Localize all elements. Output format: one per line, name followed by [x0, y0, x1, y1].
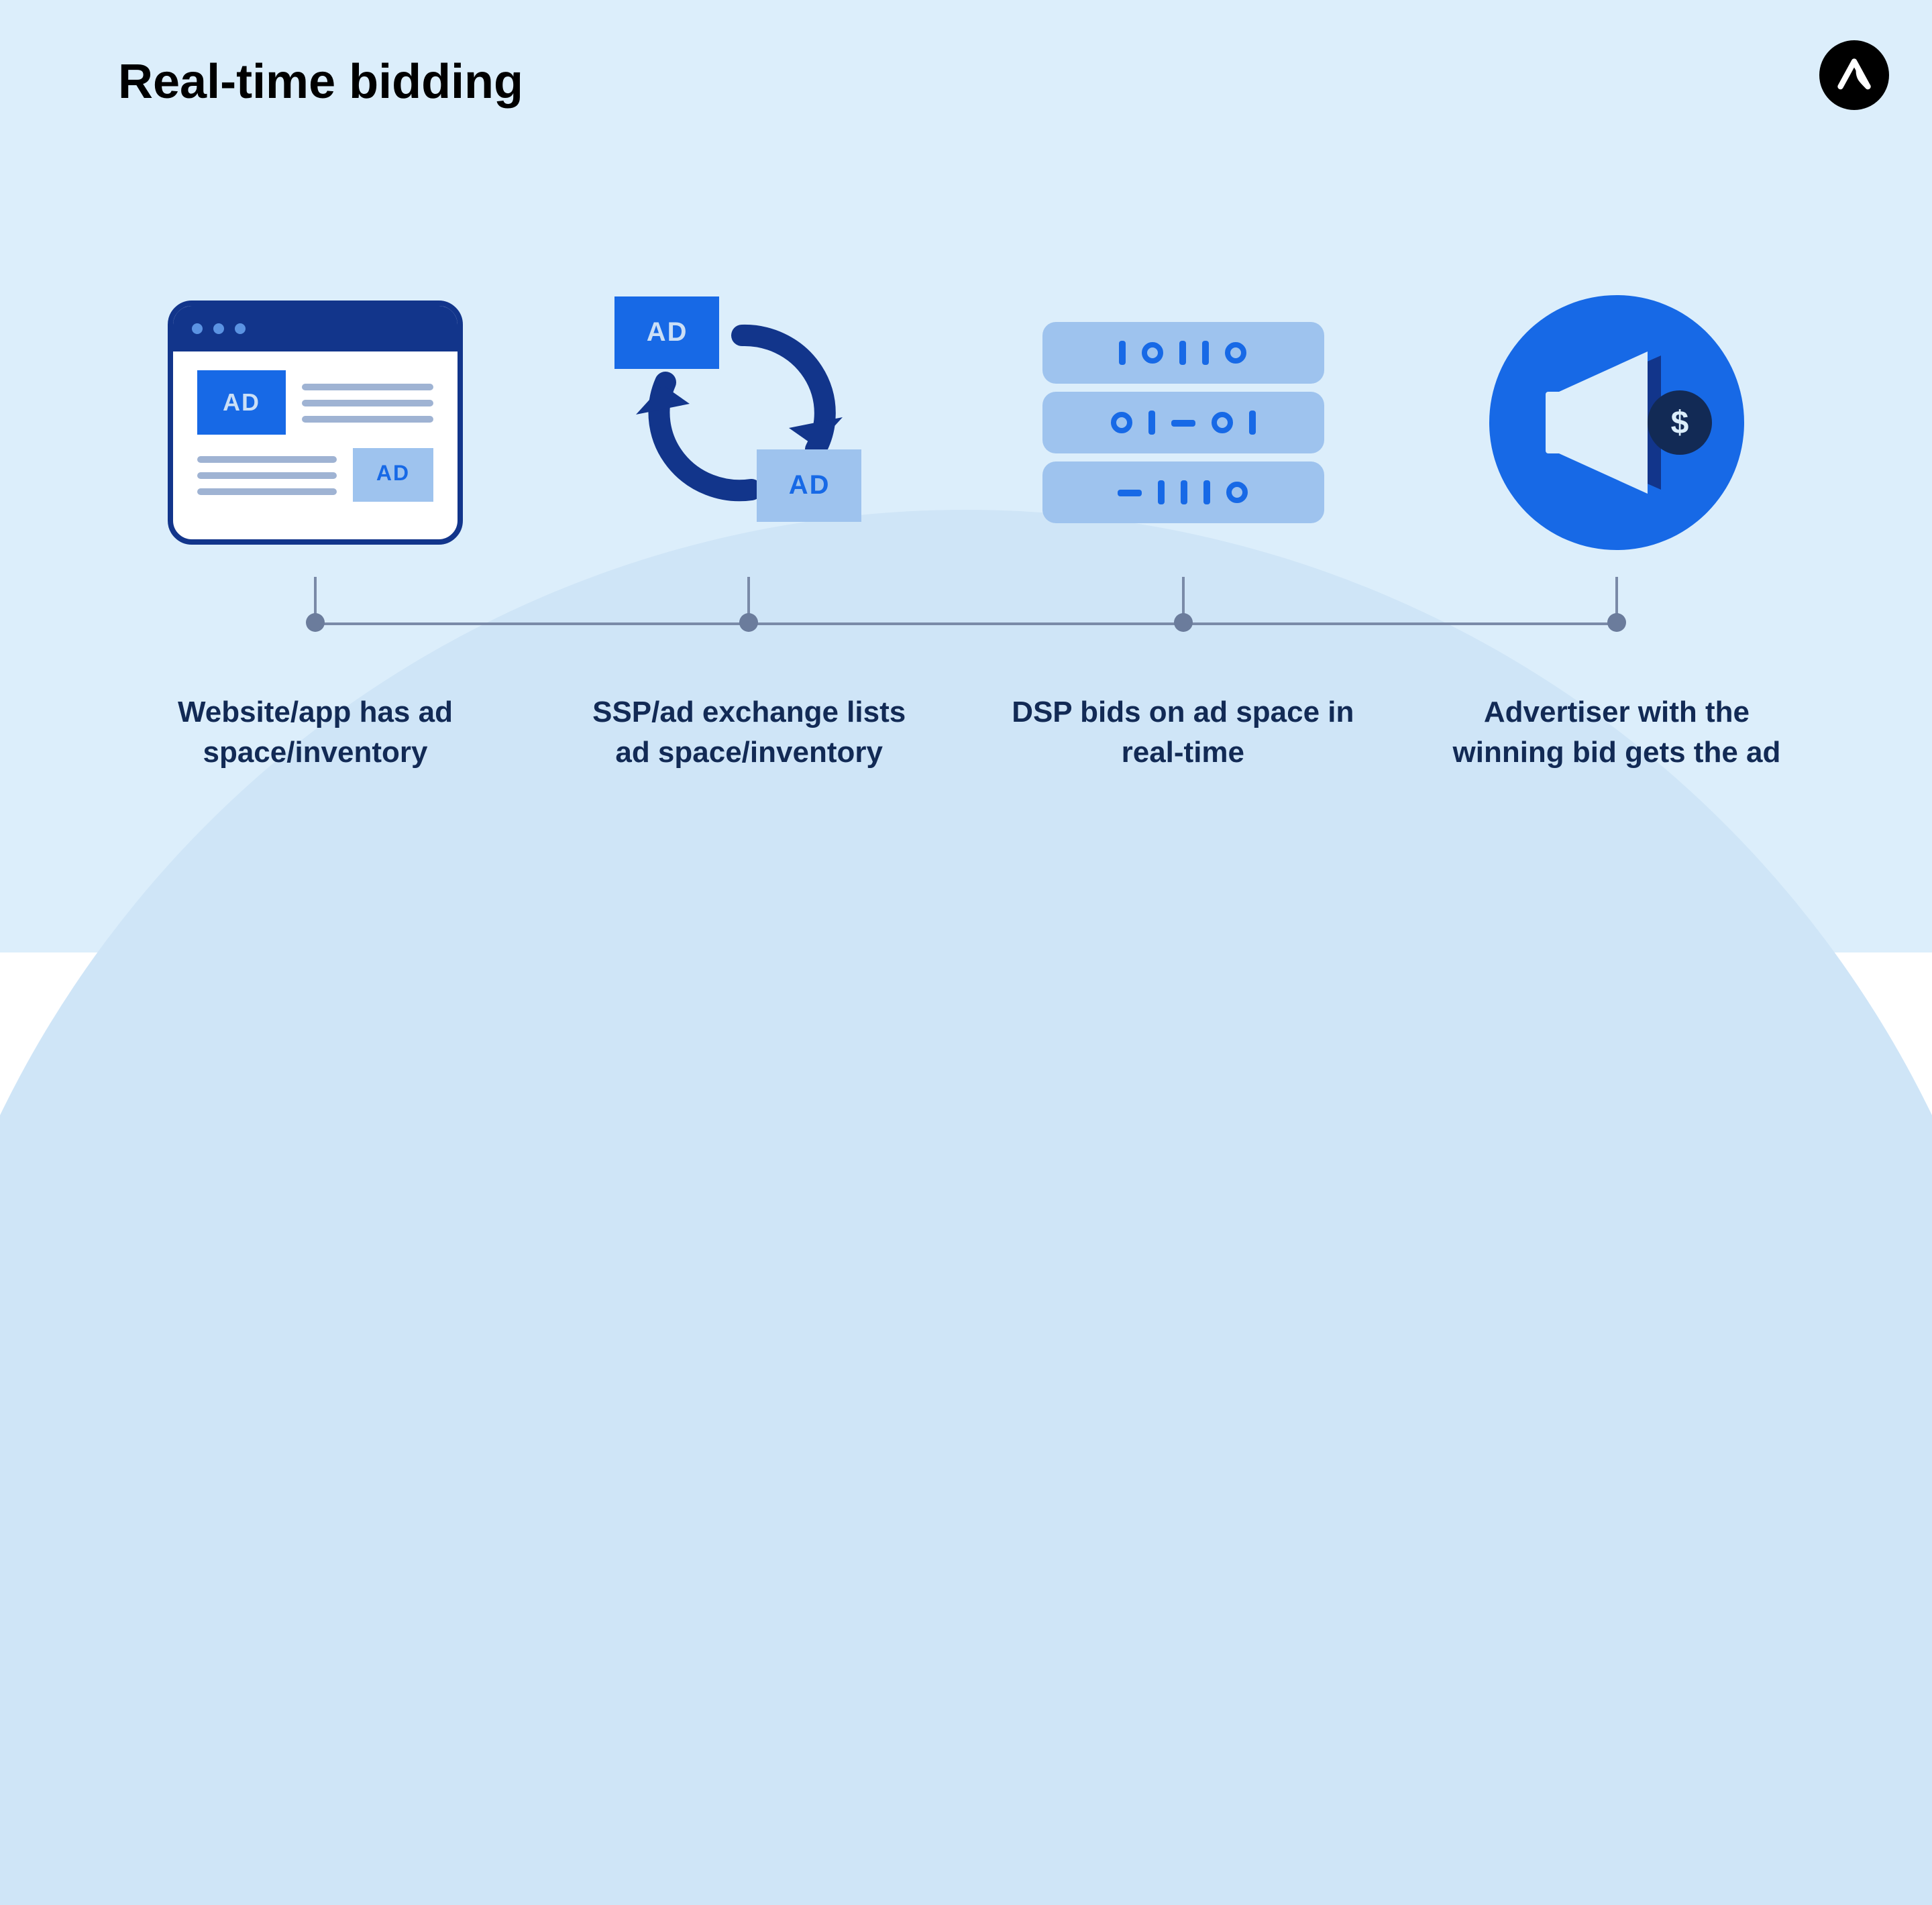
- brand-logo: [1819, 40, 1889, 110]
- exchange-ad-primary: AD: [615, 296, 720, 369]
- server-rack: [1042, 392, 1324, 453]
- step-dsp: DSP bids on ad space in real-time: [1002, 268, 1364, 772]
- steps-row: AD AD Website/app has ad space/inventory: [134, 268, 1798, 772]
- ad-box-secondary: AD: [353, 448, 433, 502]
- exchange-ad-secondary: AD: [757, 449, 862, 522]
- step-label: SSP/ad exchange lists ad space/inventory: [575, 692, 924, 772]
- browser-titlebar: [173, 306, 458, 351]
- megaphone-shape-icon: $: [1489, 295, 1744, 550]
- svg-text:$: $: [1671, 405, 1689, 441]
- step-label: Website/app has ad space/inventory: [141, 692, 490, 772]
- connector-node: [306, 613, 325, 632]
- step-label: DSP bids on ad space in real-time: [1008, 692, 1357, 772]
- step-website: AD AD Website/app has ad space/inventory: [134, 268, 496, 772]
- step-advertiser: $ Advertiser with the winning bid gets t…: [1436, 268, 1798, 772]
- server-rack: [1042, 322, 1324, 384]
- servers-icon: [1042, 322, 1324, 523]
- megaphone-icon: $: [1489, 295, 1744, 550]
- brand-logo-icon: [1831, 52, 1877, 98]
- browser-icon: AD AD: [168, 301, 463, 545]
- step-ssp-exchange: AD AD SSP/ad exchange lists ad space/inv…: [568, 268, 930, 772]
- connector-node: [1173, 613, 1192, 632]
- page-title: Real-time bidding: [118, 54, 523, 110]
- exchange-icon: AD AD: [602, 288, 897, 557]
- connector-node: [740, 613, 759, 632]
- connector-node: [1607, 613, 1626, 632]
- ad-box-primary: AD: [197, 370, 286, 435]
- server-rack: [1042, 461, 1324, 523]
- step-label: Advertiser with the winning bid gets the…: [1442, 692, 1791, 772]
